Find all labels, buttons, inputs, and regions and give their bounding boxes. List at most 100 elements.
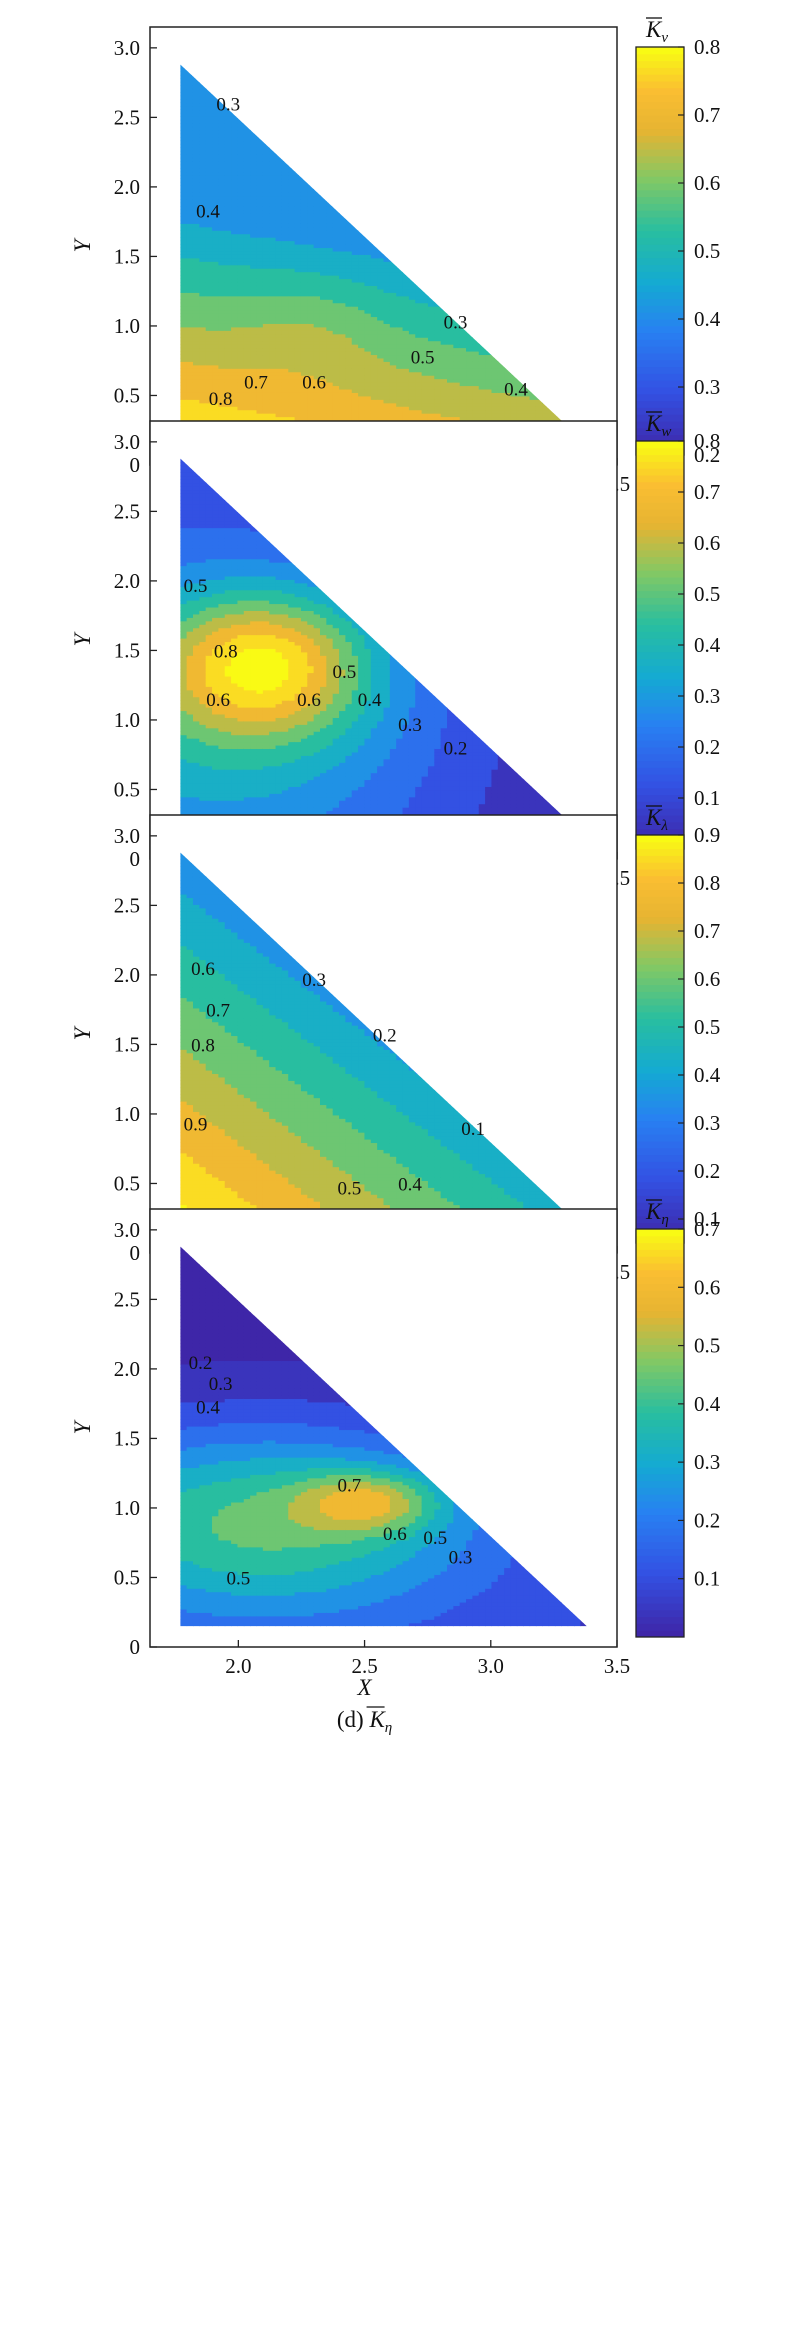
heat-cell [205, 319, 213, 324]
heat-cell [224, 361, 232, 366]
heat-cell [440, 330, 448, 335]
heat-cell [288, 406, 296, 411]
heat-cell [269, 240, 277, 245]
heat-cell [300, 199, 308, 204]
heat-cell [351, 340, 359, 345]
heat-cell [237, 147, 245, 152]
heat-cell [205, 361, 213, 366]
heat-cell [231, 295, 239, 300]
heat-cell [389, 285, 397, 290]
heat-cell [370, 243, 378, 249]
heat-cell [180, 143, 188, 148]
heat-cell [383, 399, 391, 404]
heat-cell [199, 212, 207, 217]
heat-cell [205, 226, 213, 231]
heat-cell [370, 406, 378, 411]
heat-cell [288, 375, 296, 380]
heat-cell [180, 333, 188, 338]
heat-cell [243, 154, 251, 159]
heat-cell [205, 388, 213, 393]
heat-cell [370, 313, 378, 318]
heat-cell [212, 154, 219, 159]
heat-cell [408, 344, 416, 349]
heat-cell [377, 295, 385, 300]
heat-cell [199, 326, 207, 331]
heat-cell [313, 192, 321, 197]
heat-cell [192, 361, 200, 366]
heat-cell [199, 295, 207, 300]
heat-cell [326, 368, 334, 373]
heat-cell [199, 388, 207, 393]
heat-cell [180, 147, 188, 152]
heat-cell [319, 395, 327, 400]
heat-cell [364, 299, 372, 304]
heat-cell [256, 368, 264, 373]
heat-cell [377, 316, 385, 321]
heat-cell [224, 216, 232, 221]
heat-cell [250, 188, 258, 193]
heat-cell [237, 371, 245, 376]
heat-cell [256, 206, 264, 211]
heat-cell [212, 181, 219, 186]
heat-cell [345, 295, 353, 300]
heat-cell [250, 230, 258, 235]
heat-cell [218, 209, 226, 214]
heat-cell [300, 361, 308, 366]
heat-cell [332, 316, 340, 321]
heat-cell [237, 309, 245, 314]
heat-cell [269, 413, 277, 418]
heat-cell [339, 323, 346, 328]
heat-cell [205, 413, 213, 418]
heat-cell [364, 278, 372, 283]
heat-cell [192, 130, 200, 135]
heat-cell [402, 278, 410, 283]
heat-cell [421, 395, 429, 400]
heat-cell [256, 188, 264, 193]
heat-cell [294, 268, 302, 273]
heat-cell [396, 416, 404, 421]
heat-cell [396, 309, 404, 314]
heat-cell [415, 344, 423, 349]
heat-cell [262, 368, 270, 373]
heat-cell [319, 399, 327, 404]
heat-cell [269, 295, 277, 300]
heat-cell [377, 354, 385, 359]
heat-cell [408, 368, 416, 373]
heat-cell [300, 382, 308, 387]
heat-cell [256, 388, 264, 393]
heat-cell [459, 399, 467, 404]
heat-cell [370, 254, 378, 259]
heat-cell [307, 330, 315, 335]
heat-cell [377, 313, 385, 318]
heat-cell [383, 285, 391, 290]
heat-cell [466, 354, 474, 359]
heat-cell [231, 168, 239, 173]
heat-cell [294, 378, 302, 383]
heat-cell [377, 406, 385, 411]
heat-cell [212, 216, 219, 221]
heat-cell [281, 416, 289, 421]
heat-cell [243, 330, 251, 335]
heat-cell [231, 237, 239, 242]
heat-cell [345, 309, 353, 314]
heat-cell [313, 254, 321, 259]
heat-cell [256, 350, 264, 356]
heat-cell [269, 230, 277, 235]
heat-cell [243, 378, 251, 383]
heat-cell [434, 399, 442, 404]
heat-cell [218, 354, 226, 359]
heat-cell [358, 261, 366, 266]
heat-cell [218, 174, 226, 180]
heat-cell [269, 344, 277, 349]
heat-cell [243, 382, 251, 387]
heat-cell [351, 326, 359, 331]
heat-cell [383, 395, 391, 400]
heat-cell [205, 316, 213, 321]
heat-cell [237, 209, 245, 214]
heat-cell [313, 350, 321, 356]
heat-cell [332, 399, 340, 404]
heat-cell [415, 299, 423, 304]
heat-cell [192, 206, 200, 211]
heat-cell [192, 95, 200, 100]
heat-cell [231, 181, 239, 186]
